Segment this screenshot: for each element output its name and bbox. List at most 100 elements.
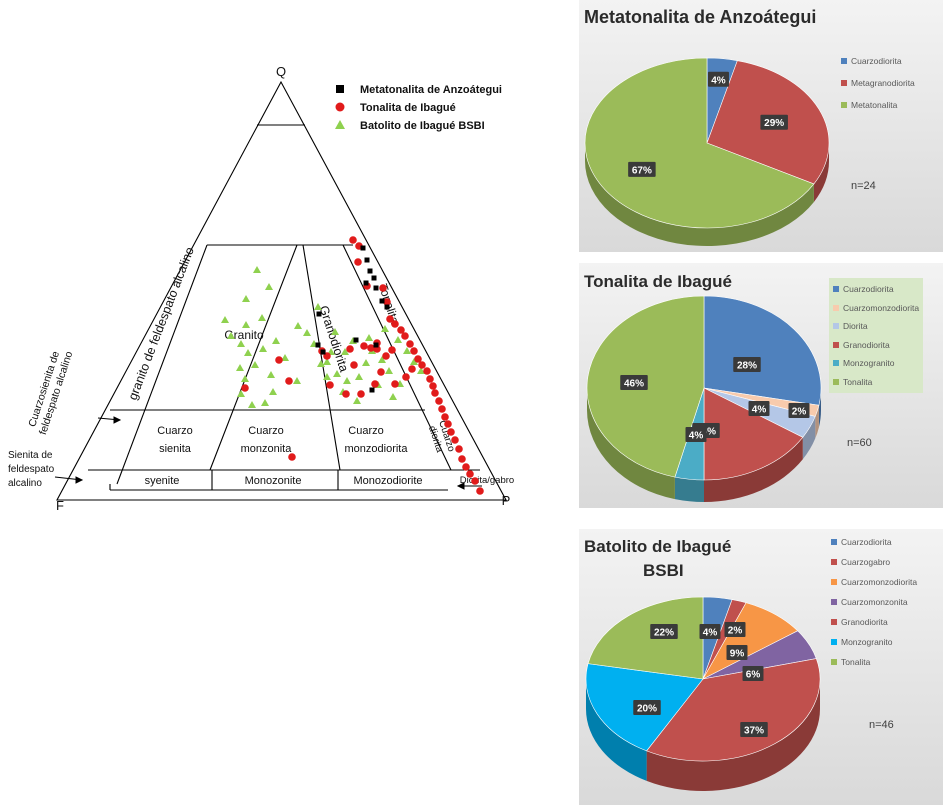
pie-slice-side	[646, 679, 820, 791]
point-batolito-bsbi	[259, 345, 267, 352]
pie-slice-side	[586, 679, 647, 781]
legend-entry: Cuarzomonzodiorita	[831, 572, 917, 592]
pie-slice-side	[587, 388, 675, 500]
boundary-a90	[116, 244, 208, 485]
point-tonalita-ibague	[383, 298, 391, 306]
point-metatonalita-anzoategui	[353, 337, 359, 343]
point-batolito-bsbi	[251, 361, 259, 368]
pie-panel-tonalita: Tonalita de Ibagué Cuarzodiorita Cuarzomon…	[579, 263, 943, 508]
point-tonalita-ibague	[455, 445, 463, 453]
data-label: 4%	[752, 405, 767, 416]
point-metatonalita-anzoategui	[360, 245, 366, 251]
point-batolito-bsbi	[353, 397, 361, 404]
point-tonalita-ibague	[275, 356, 283, 364]
data-label: 4%	[711, 75, 726, 86]
point-batolito-bsbi	[331, 328, 339, 335]
data-label: 67%	[632, 165, 652, 176]
pie-slice	[703, 295, 822, 406]
legend-label: Cuarzogabro	[841, 557, 891, 567]
pie-slices	[584, 57, 830, 229]
data-label-box	[724, 622, 746, 637]
point-tonalita-ibague	[447, 428, 455, 436]
point-tonalita-ibague	[357, 390, 365, 398]
legend-swatch	[831, 619, 837, 625]
data-label-box	[788, 403, 810, 418]
legend-swatch	[841, 102, 847, 108]
point-batolito-bsbi	[258, 314, 266, 321]
legend-entry: Cuarzodiorita	[841, 50, 915, 72]
pie-legend: Cuarzodiorita Metagranodiorita Metatonalit…	[841, 50, 915, 116]
qap-field-boundaries	[56, 80, 507, 501]
point-tonalita-ibague	[406, 340, 414, 348]
point-batolito-bsbi	[385, 367, 393, 374]
legend-swatch	[833, 341, 839, 348]
point-metatonalita-anzoategui	[384, 304, 390, 310]
legend-entry: Cuarzodiorita	[833, 280, 919, 299]
legend-label: Monzogranito	[843, 358, 895, 369]
data-label: 20%	[637, 704, 657, 715]
data-label: 29%	[764, 118, 784, 129]
point-tonalita-ibague	[391, 380, 399, 388]
legend-label: Batolito de Ibagué BSBI	[360, 120, 485, 132]
legend-entry: Tonalita	[833, 373, 919, 392]
point-batolito-bsbi	[281, 354, 289, 361]
legend-label: Cuarzomonzodiorita	[841, 577, 918, 587]
point-batolito-bsbi	[317, 360, 325, 367]
legend-swatch	[831, 559, 837, 565]
point-batolito-bsbi	[403, 347, 411, 354]
point-batolito-bsbi	[381, 325, 389, 332]
point-batolito-bsbi	[355, 373, 363, 380]
legend-swatch	[831, 579, 837, 585]
point-metatonalita-anzoategui	[367, 268, 373, 274]
point-tonalita-ibague	[382, 352, 390, 360]
legend-entry: Monzogranito	[831, 632, 917, 652]
point-metatonalita-anzoategui	[315, 342, 321, 348]
sample-count: n=60	[847, 437, 872, 449]
point-metatonalita-anzoategui	[373, 285, 379, 291]
data-label-box	[650, 624, 678, 639]
pie-sides	[587, 388, 821, 502]
point-tonalita-ibague	[397, 326, 405, 334]
point-batolito-bsbi	[303, 329, 311, 336]
field-quartz-monzodiorite-line2: monzodiorita	[345, 443, 409, 455]
legend-swatch	[841, 80, 847, 86]
point-tonalita-ibague	[441, 413, 449, 421]
data-label-box	[740, 722, 768, 737]
point-tonalita-ibague	[401, 332, 409, 340]
point-tonalita-ibague	[360, 342, 368, 350]
pie-data-labels: 4% 29% 67%	[628, 71, 788, 177]
pie-slice-side	[585, 143, 814, 246]
point-metatonalita-anzoategui	[364, 257, 370, 263]
point-batolito-bsbi	[323, 358, 331, 365]
point-tonalita-ibague	[438, 405, 446, 413]
pie-slice	[587, 596, 704, 680]
field-alkali-syenite-line2: feldespato	[8, 464, 55, 475]
point-batolito-bsbi	[267, 371, 275, 378]
point-batolito-bsbi	[417, 367, 425, 374]
point-tonalita-ibague	[346, 345, 354, 353]
point-tonalita-ibague	[423, 367, 431, 375]
legend-label: Cuarzodiorita	[843, 284, 894, 295]
legend-marker-circle	[335, 102, 345, 112]
pie-data-labels: 4% 2% 9%6% 37% 20% 22%	[633, 622, 768, 737]
field-alkali-syenite-line3: alcalino	[8, 478, 42, 489]
point-batolito-bsbi	[237, 340, 245, 347]
data-label-box	[742, 666, 764, 681]
point-tonalita-ibague	[458, 455, 466, 463]
field-quartz-monzodiorite-line1: Cuarzo	[348, 425, 383, 437]
field-quartz-syenite-line1: Cuarzo	[157, 425, 192, 437]
point-batolito-bsbi	[410, 358, 418, 365]
legend-label: Granodiorita	[843, 339, 890, 350]
data-label: 4%	[689, 431, 704, 442]
vertex-p-label: P	[502, 493, 511, 508]
point-tonalita-ibague	[418, 361, 426, 369]
legend-swatch	[833, 378, 839, 385]
point-batolito-bsbi	[242, 295, 250, 302]
point-tonalita-ibague	[429, 382, 437, 390]
data-label: 2%	[728, 626, 743, 637]
legend-swatch	[841, 58, 847, 64]
data-label: 9%	[730, 649, 745, 660]
point-batolito-bsbi	[265, 283, 273, 290]
point-batolito-bsbi	[323, 373, 331, 380]
